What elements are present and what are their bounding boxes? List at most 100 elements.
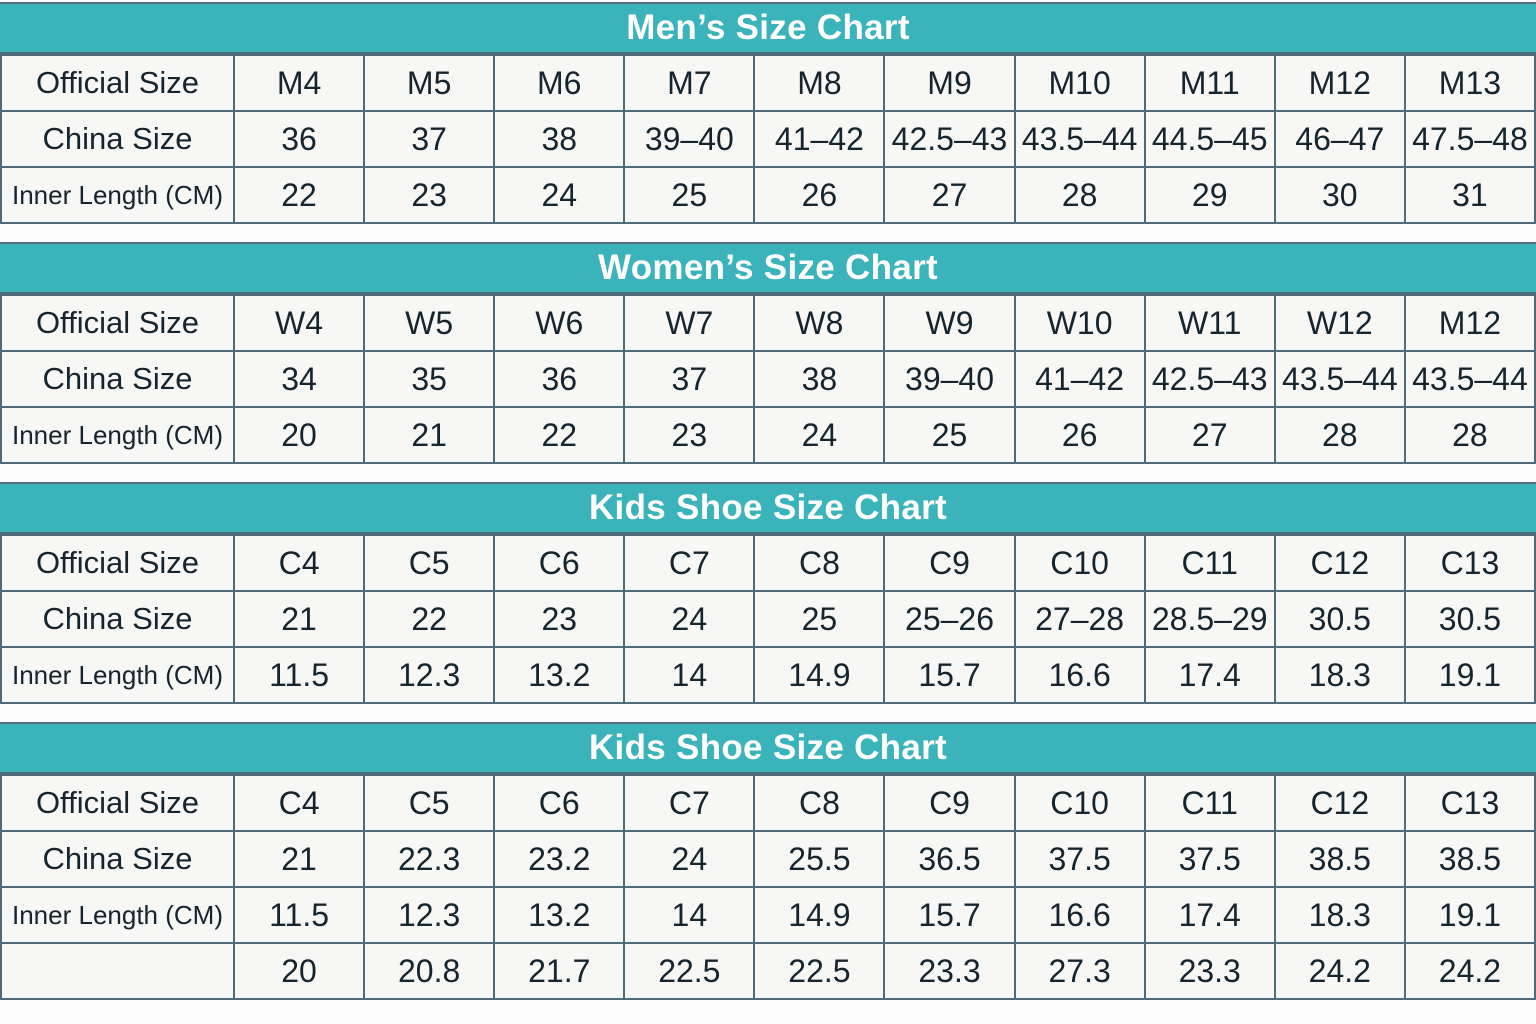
chart-title: Kids Shoe Size Chart [588, 728, 948, 767]
value-cell: 22.3 [363, 830, 496, 888]
value-cell: 37.5 [1143, 830, 1276, 888]
column-header-cell: C13 [1403, 534, 1536, 592]
chart-title: Kids Shoe Size Chart [588, 488, 948, 527]
value-cell: 21 [363, 406, 496, 464]
value-cell: 38 [753, 350, 886, 408]
value-cell: 47.5–48 [1403, 110, 1536, 168]
value-cell: 13.2 [493, 886, 626, 944]
column-header-cell: W4 [232, 294, 366, 352]
column-header-cell: M13 [1403, 54, 1536, 112]
column-header-cell: C7 [623, 774, 756, 832]
value-cell: 27.3 [1013, 942, 1146, 1000]
women-s-size-chart: Women’s Size Chart Official Size W4 W5 W6 W7 W… [0, 242, 1536, 464]
row-label-cell: Inner Length (CM) [0, 646, 235, 704]
column-header-cell: M5 [363, 54, 496, 112]
column-header-cell: C12 [1273, 774, 1406, 832]
value-cell: 44.5–45 [1143, 110, 1276, 168]
value-cell: 39–40 [883, 350, 1016, 408]
chart-title-bar: Kids Shoe Size Chart [0, 722, 1536, 774]
value-cell: 11.5 [232, 646, 366, 704]
value-cell: 19.1 [1403, 646, 1536, 704]
table-row-inner-length-cm: Inner Length (CM) 11.5 12.3 13.2 14 14.9 15.7 1… [0, 886, 1536, 944]
column-header-cell: C11 [1143, 534, 1276, 592]
table-row-official-size: Official Size M4 M5 M6 M7 M8 M9 M10 M11 M12 M13 [0, 54, 1536, 112]
value-cell: 23 [493, 590, 626, 648]
chart-title: Men’s Size Chart [626, 8, 910, 47]
row-label-cell [0, 942, 235, 1000]
value-cell: 23.2 [493, 830, 626, 888]
value-cell: 24.2 [1403, 942, 1536, 1000]
column-header-cell: W5 [363, 294, 496, 352]
value-cell: 22 [363, 590, 496, 648]
size-charts-page: Men’s Size Chart Official Size M4 M5 M6 M7 M8 M… [0, 2, 1536, 1000]
column-header-cell: M4 [232, 54, 366, 112]
column-header-cell: M8 [753, 54, 886, 112]
table-row-inner-length-cm: Inner Length (CM) 22 23 24 25 26 27 28 29 30 31 [0, 166, 1536, 224]
kids-shoe-size-chart: Kids Shoe Size Chart Official Size C4 C5 C6 C… [0, 482, 1536, 704]
value-cell: 31 [1403, 166, 1536, 224]
value-cell: 27–28 [1013, 590, 1146, 648]
table-row-china-size: China Size 34 35 36 37 38 39–40 41–42 42.5–43 43.… [0, 350, 1536, 408]
value-cell: 27 [1143, 406, 1276, 464]
value-cell: 38.5 [1273, 830, 1406, 888]
row-label-cell: Inner Length (CM) [0, 166, 235, 224]
value-cell: 36 [232, 110, 366, 168]
value-cell: 37 [363, 110, 496, 168]
value-cell: 20 [232, 406, 366, 464]
column-header-cell: C8 [753, 534, 886, 592]
value-cell: 21 [232, 830, 366, 888]
value-cell: 19.1 [1403, 886, 1536, 944]
chart-title: Women’s Size Chart [598, 248, 938, 287]
chart-title-bar: Women’s Size Chart [0, 242, 1536, 294]
table-row-china-size: China Size 36 37 38 39–40 41–42 42.5–43 43.5–44… [0, 110, 1536, 168]
table-row-official-size: Official Size C4 C5 C6 C7 C8 C9 C10 C11 C12 C13 [0, 534, 1536, 592]
row-label-cell: Official Size [0, 774, 235, 832]
value-cell: 42.5–43 [1143, 350, 1276, 408]
value-cell: 30.5 [1403, 590, 1536, 648]
value-cell: 24 [493, 166, 626, 224]
value-cell: 14.9 [753, 646, 886, 704]
size-chart-table: Official Size C4 C5 C6 C7 C8 C9 C10 C11 C12 C13 Chi… [0, 534, 1536, 704]
value-cell: 12.3 [363, 646, 496, 704]
value-cell: 18.3 [1273, 886, 1406, 944]
table-row-china-size: China Size 21 22 23 24 25 25–26 27–28 28.5–29 30.… [0, 590, 1536, 648]
value-cell: 37 [623, 350, 756, 408]
column-header-cell: C8 [753, 774, 886, 832]
chart-title-bar: Kids Shoe Size Chart [0, 482, 1536, 534]
column-header-cell: C11 [1143, 774, 1276, 832]
column-header-cell: M10 [1013, 54, 1146, 112]
value-cell: 12.3 [363, 886, 496, 944]
row-label-cell: China Size [0, 590, 235, 648]
column-header-cell: C9 [883, 534, 1016, 592]
column-header-cell: W7 [623, 294, 756, 352]
column-header-cell: C5 [363, 774, 496, 832]
table-row-extra: 20 20.8 21.7 22.5 22.5 23.3 27.3 23.3 24.2 24.2 [0, 942, 1536, 1000]
value-cell: 13.2 [493, 646, 626, 704]
value-cell: 15.7 [883, 646, 1016, 704]
value-cell: 17.4 [1143, 886, 1276, 944]
value-cell: 15.7 [883, 886, 1016, 944]
column-header-cell: M12 [1403, 294, 1536, 352]
value-cell: 22 [493, 406, 626, 464]
value-cell: 28 [1273, 406, 1406, 464]
value-cell: 41–42 [1013, 350, 1146, 408]
value-cell: 20 [232, 942, 366, 1000]
value-cell: 30.5 [1273, 590, 1406, 648]
value-cell: 41–42 [753, 110, 886, 168]
value-cell: 23 [623, 406, 756, 464]
value-cell: 38.5 [1403, 830, 1536, 888]
column-header-cell: W10 [1013, 294, 1146, 352]
kids-shoe-size-chart-2: Kids Shoe Size Chart Official Size C4 C5 C6 C… [0, 722, 1536, 1000]
column-header-cell: C7 [623, 534, 756, 592]
value-cell: 25.5 [753, 830, 886, 888]
row-label-cell: Official Size [0, 294, 235, 352]
value-cell: 30 [1273, 166, 1406, 224]
value-cell: 28.5–29 [1143, 590, 1276, 648]
value-cell: 46–47 [1273, 110, 1406, 168]
value-cell: 14.9 [753, 886, 886, 944]
value-cell: 36 [493, 350, 626, 408]
column-header-cell: M9 [883, 54, 1016, 112]
column-header-cell: C10 [1013, 774, 1146, 832]
size-chart-table: Official Size C4 C5 C6 C7 C8 C9 C10 C11 C12 C13 Chi… [0, 774, 1536, 1000]
column-header-cell: W8 [753, 294, 886, 352]
